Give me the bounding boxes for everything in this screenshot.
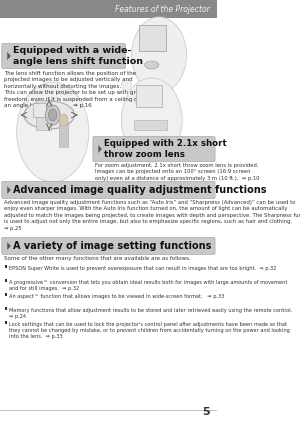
- Bar: [0, 0, 11, 18]
- Bar: [22, 0, 32, 18]
- Bar: [134, 120, 167, 130]
- Bar: [98, 0, 108, 18]
- Text: A progressive™ conversion that lets you obtain ideal results both for images wit: A progressive™ conversion that lets you …: [9, 280, 288, 291]
- Ellipse shape: [24, 101, 74, 129]
- Text: A variety of image setting functions: A variety of image setting functions: [13, 241, 211, 251]
- Text: EPSON Super White is used to prevent overexposure that can result in images that: EPSON Super White is used to prevent ove…: [9, 266, 277, 271]
- FancyBboxPatch shape: [2, 238, 215, 255]
- Bar: [152, 0, 163, 18]
- Bar: [108, 0, 119, 18]
- Circle shape: [46, 105, 60, 125]
- Text: Some of the other many functions that are available are as follows.: Some of the other many functions that ar…: [4, 256, 191, 261]
- Bar: [181, 0, 188, 18]
- Text: 5: 5: [202, 407, 210, 417]
- Bar: [152, 0, 159, 18]
- FancyBboxPatch shape: [0, 0, 217, 18]
- Circle shape: [16, 82, 89, 182]
- Polygon shape: [7, 242, 11, 250]
- Ellipse shape: [145, 61, 159, 69]
- Bar: [184, 0, 195, 18]
- Polygon shape: [98, 145, 102, 153]
- Circle shape: [59, 114, 68, 126]
- Bar: [195, 0, 206, 18]
- Bar: [166, 0, 173, 18]
- Bar: [5, 278, 7, 281]
- Bar: [206, 0, 217, 18]
- Circle shape: [122, 78, 182, 162]
- Polygon shape: [7, 52, 11, 60]
- Bar: [54, 0, 65, 18]
- Bar: [11, 0, 22, 18]
- Bar: [173, 0, 181, 18]
- Bar: [65, 0, 76, 18]
- Text: For zoom adjustment, 2.1x short throw zoom lens is provided.
Images can be proje: For zoom adjustment, 2.1x short throw zo…: [95, 163, 260, 181]
- Text: An aspect™ function that allows images to be viewed in wide-screen format.   ⇒ p: An aspect™ function that allows images t…: [9, 294, 225, 299]
- Circle shape: [48, 109, 57, 121]
- Bar: [202, 0, 210, 18]
- Bar: [210, 0, 217, 18]
- Bar: [130, 0, 141, 18]
- Bar: [119, 0, 130, 18]
- Text: Features of the Projector: Features of the Projector: [115, 5, 210, 14]
- Bar: [163, 0, 173, 18]
- Bar: [173, 0, 184, 18]
- Bar: [195, 0, 203, 18]
- Bar: [145, 0, 152, 18]
- Ellipse shape: [134, 96, 141, 104]
- Polygon shape: [7, 186, 11, 194]
- FancyBboxPatch shape: [2, 43, 125, 68]
- FancyBboxPatch shape: [2, 181, 215, 198]
- Bar: [188, 0, 195, 18]
- Bar: [44, 0, 54, 18]
- Bar: [159, 0, 166, 18]
- Text: Equipped with 2.1x short
throw zoom lens: Equipped with 2.1x short throw zoom lens: [104, 139, 227, 159]
- Bar: [36, 100, 51, 130]
- Bar: [59, 122, 68, 147]
- FancyBboxPatch shape: [93, 136, 215, 162]
- Bar: [5, 306, 7, 309]
- Bar: [76, 0, 87, 18]
- Text: The lens shift function allows the position of the
projected images to be adjust: The lens shift function allows the posit…: [4, 71, 151, 108]
- Bar: [5, 320, 7, 323]
- Bar: [5, 264, 7, 267]
- Bar: [141, 0, 152, 18]
- Bar: [87, 0, 98, 18]
- Text: Advanced image quality adjustment functions: Advanced image quality adjustment functi…: [13, 185, 266, 195]
- Circle shape: [132, 17, 187, 93]
- Bar: [136, 85, 162, 107]
- Text: Advanced image quality adjustment functions such as “Auto Iris” and “Sharpness (: Advanced image quality adjustment functi…: [4, 200, 300, 231]
- Bar: [33, 103, 46, 117]
- Text: Lock settings that can be used to lock the projector's control panel after adjus: Lock settings that can be used to lock t…: [9, 322, 290, 340]
- Bar: [32, 0, 44, 18]
- Text: Memory functions that allow adjustment results to be stored and later retrieved : Memory functions that allow adjustment r…: [9, 308, 293, 319]
- Bar: [139, 25, 166, 51]
- Bar: [5, 292, 7, 295]
- Text: Equipped with a wide-
angle lens shift function: Equipped with a wide- angle lens shift f…: [13, 46, 143, 66]
- Ellipse shape: [122, 80, 132, 90]
